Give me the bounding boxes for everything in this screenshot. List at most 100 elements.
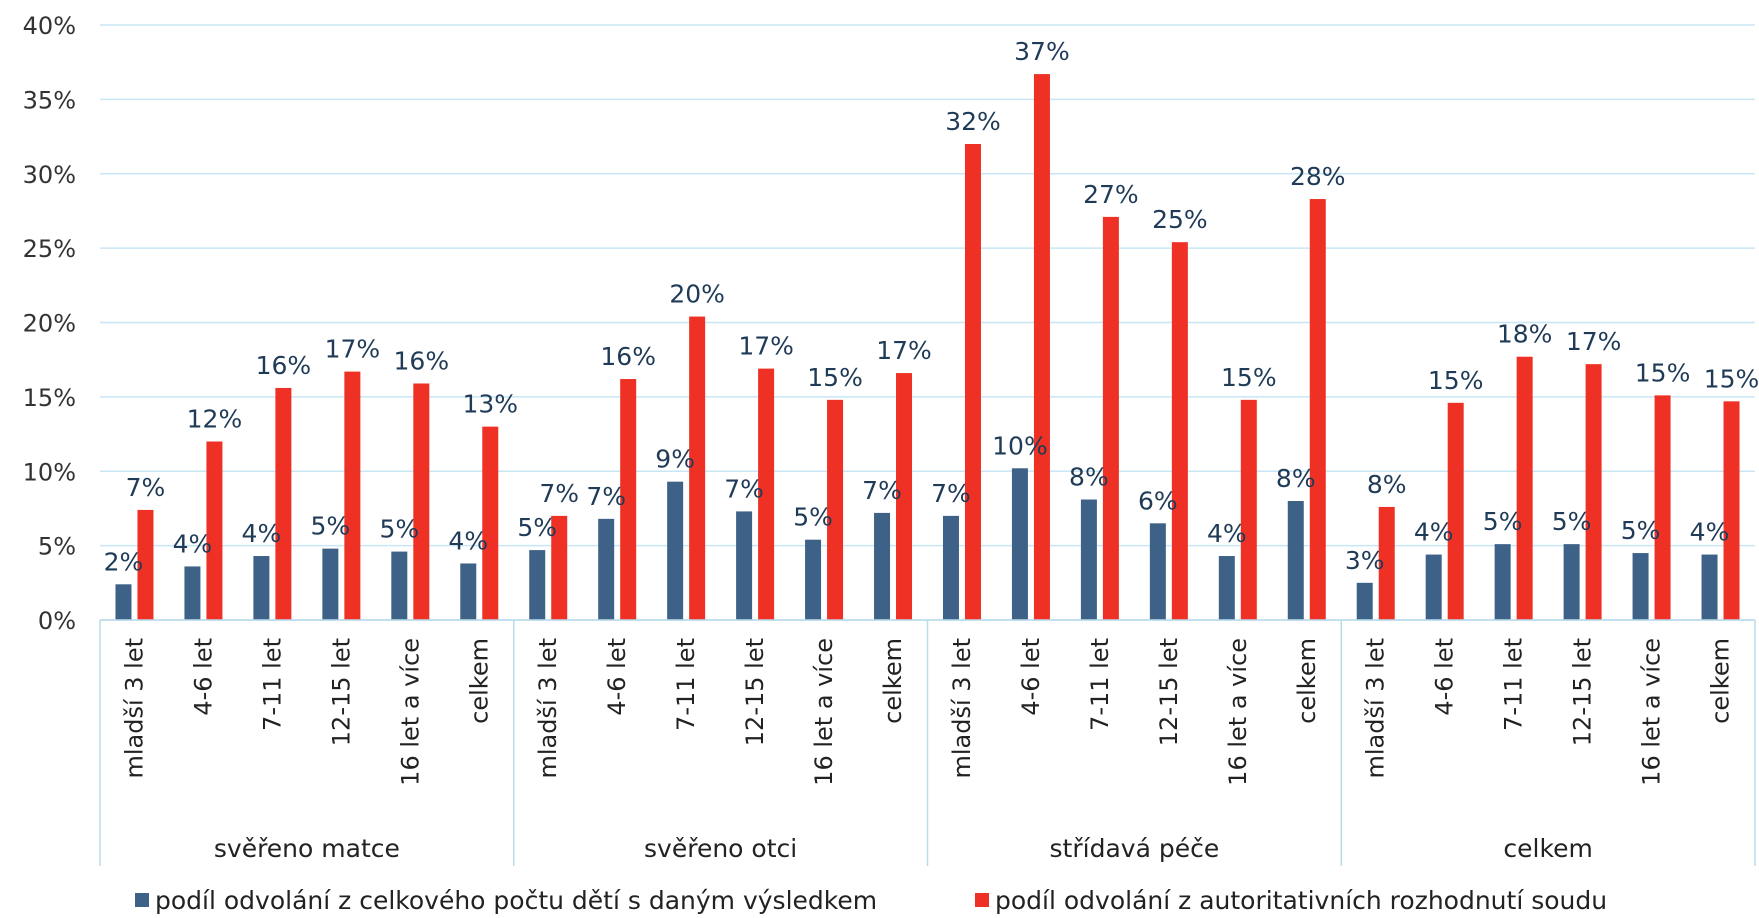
bar-appeals-of-court-decisions [1033, 74, 1050, 620]
x-category-label: celkem [1293, 638, 1321, 724]
data-label: 5% [793, 503, 833, 532]
data-label: 4% [1207, 519, 1247, 548]
bar-appeals-of-all-children [253, 556, 270, 620]
data-label: 4% [1690, 518, 1730, 547]
data-label: 7% [126, 473, 166, 502]
data-label: 5% [379, 515, 419, 544]
data-label: 25% [1152, 205, 1208, 234]
bar-appeals-of-court-decisions [482, 426, 499, 620]
y-tick-label: 0% [38, 607, 76, 635]
data-label: 15% [1221, 363, 1277, 392]
data-label: 3% [1345, 546, 1385, 575]
data-label: 9% [655, 445, 695, 474]
x-category-label: celkem [1707, 638, 1735, 724]
data-label: 17% [325, 335, 381, 364]
y-tick-label: 15% [23, 384, 76, 412]
data-label: 37% [1014, 37, 1070, 66]
bar-appeals-of-all-children [736, 511, 753, 620]
data-label: 16% [256, 351, 312, 380]
bar-appeals-of-all-children [1701, 554, 1718, 620]
bar-appeals-of-all-children [598, 518, 615, 620]
bar-appeals-of-court-decisions [1240, 399, 1257, 620]
x-category-label: mladší 3 let [534, 638, 562, 779]
bar-appeals-of-all-children [1494, 544, 1511, 620]
x-category-label: mladší 3 let [120, 638, 148, 779]
data-label: 5% [1483, 507, 1523, 536]
data-label: 4% [1414, 518, 1454, 547]
x-category-label: 4-6 let [603, 638, 631, 716]
data-label: 4% [448, 526, 488, 555]
x-group-label: střídavá péče [1050, 834, 1220, 863]
data-label: 28% [1290, 162, 1346, 191]
bars [115, 74, 1740, 621]
data-label: 8% [1069, 463, 1109, 492]
bar-appeals-of-all-children [1080, 499, 1097, 620]
bar-appeals-of-all-children [1425, 554, 1442, 620]
bar-appeals-of-all-children [1356, 582, 1373, 620]
data-label: 15% [1704, 364, 1759, 393]
data-label: 8% [1276, 464, 1316, 493]
x-category-label: mladší 3 let [1362, 638, 1390, 779]
data-label: 20% [669, 280, 725, 309]
legend-label: podíl odvolání z celkového počtu dětí s … [155, 886, 877, 915]
bar-appeals-of-all-children [874, 512, 891, 620]
bar-appeals-of-court-decisions [1171, 242, 1188, 621]
data-label: 16% [600, 342, 656, 371]
y-axis-ticks: 0% 5% 10% 15% 20% 25% 30% 35% 40% [23, 12, 76, 635]
x-category-label: 7-11 let [1086, 638, 1114, 731]
x-category-label: celkem [879, 638, 907, 724]
data-label: 4% [173, 529, 213, 558]
data-label: 27% [1083, 180, 1139, 209]
x-category-label: 12-15 let [327, 638, 355, 746]
data-label: 15% [807, 363, 863, 392]
data-label: 15% [1428, 366, 1484, 395]
bar-appeals-of-court-decisions [758, 368, 775, 620]
bar-appeals-of-court-decisions [1447, 402, 1464, 620]
data-label: 7% [862, 476, 902, 505]
data-label: 15% [1635, 358, 1691, 387]
data-label: 13% [462, 390, 518, 419]
data-label: 7% [724, 474, 764, 503]
bar-appeals-of-court-decisions [1516, 356, 1533, 620]
data-label: 17% [876, 336, 932, 365]
data-label: 6% [1138, 486, 1178, 515]
bar-appeals-of-all-children [391, 551, 408, 620]
data-label: 10% [992, 431, 1048, 460]
data-label: 7% [931, 479, 971, 508]
data-label: 2% [104, 547, 144, 576]
x-category-label: 12-15 let [1155, 638, 1183, 746]
data-label: 17% [1566, 327, 1622, 356]
bar-appeals-of-court-decisions [275, 387, 292, 620]
x-category-label: 4-6 let [1017, 638, 1045, 716]
x-group-label: svěřeno matce [214, 834, 400, 863]
bar-appeals-of-all-children [115, 584, 132, 620]
bar-appeals-of-all-children [460, 563, 477, 620]
legend-swatch [135, 893, 149, 907]
x-group-label: svěřeno otci [644, 834, 797, 863]
bar-appeals-of-court-decisions [620, 379, 637, 620]
data-label: 5% [1621, 516, 1661, 545]
x-category-label: 16 let a více [1224, 638, 1252, 786]
bar-appeals-of-all-children [1149, 523, 1166, 620]
bar-appeals-of-all-children [1218, 556, 1235, 620]
data-label: 32% [945, 107, 1001, 136]
x-group-label: celkem [1503, 834, 1592, 863]
x-category-label: 7-11 let [672, 638, 700, 731]
bar-appeals-of-all-children [1287, 501, 1304, 620]
bar-appeals-of-all-children [322, 548, 339, 620]
gridlines [100, 24, 1755, 621]
x-category-label: 7-11 let [1500, 638, 1528, 731]
legend: podíl odvolání z celkového počtu dětí s … [135, 886, 1607, 915]
data-label: 18% [1497, 320, 1553, 349]
y-tick-label: 25% [23, 235, 76, 263]
legend-swatch [975, 893, 989, 907]
bar-appeals-of-court-decisions [1309, 199, 1326, 620]
bar-appeals-of-court-decisions [413, 383, 430, 620]
bar-appeals-of-all-children [1011, 468, 1028, 620]
bar-appeals-of-all-children [942, 515, 959, 620]
data-label: 7% [539, 479, 579, 508]
x-category-label: 16 let a více [396, 638, 424, 786]
x-category-label: 12-15 let [1569, 638, 1597, 746]
y-tick-label: 5% [38, 533, 76, 561]
data-label: 17% [738, 332, 794, 361]
